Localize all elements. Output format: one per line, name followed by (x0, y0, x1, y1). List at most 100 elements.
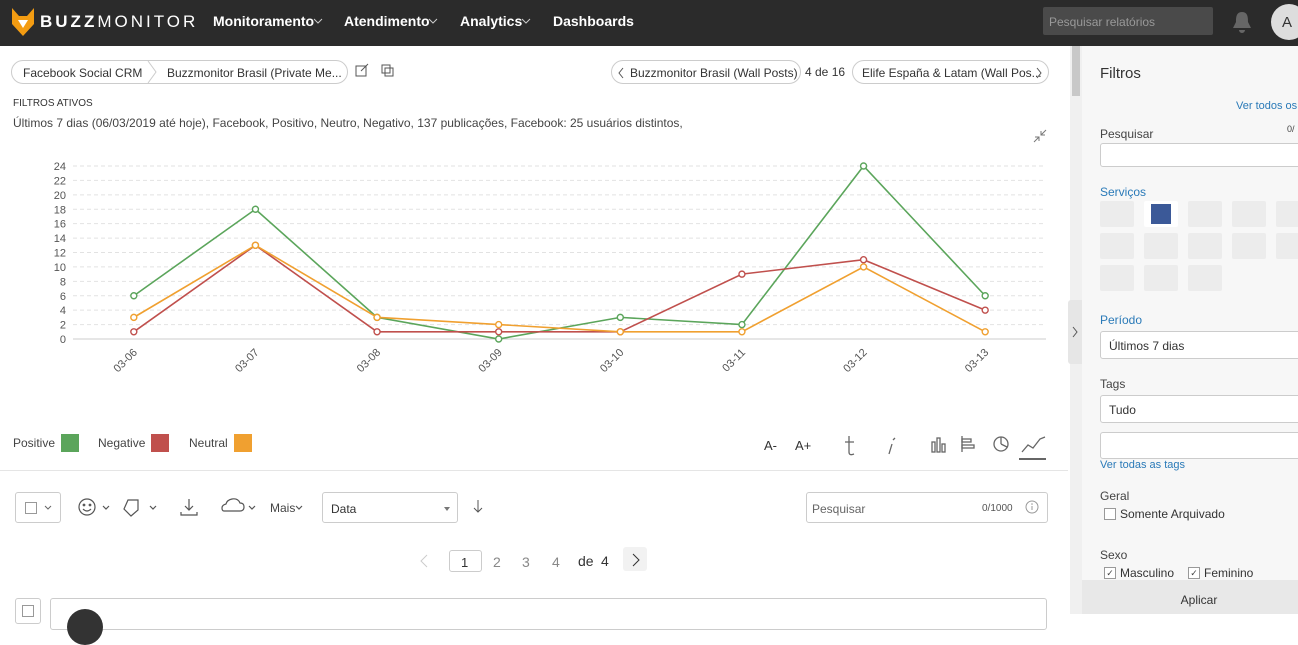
bell-icon[interactable] (1231, 10, 1253, 34)
brand[interactable]: BUZZMONITOR (40, 12, 198, 32)
sidebar-search[interactable] (1100, 143, 1298, 167)
font-larger[interactable]: A+ (795, 438, 812, 453)
data-point (251, 205, 260, 213)
checkbox-checked[interactable]: ✓ (1188, 567, 1200, 579)
top-nav: BUZZMONITOR Monitoramento Atendimento An… (0, 0, 1298, 46)
x-tick-label: 03-09 (476, 347, 504, 375)
search-counter: 0/1000 (982, 503, 1013, 514)
y-tick-label: 12 (54, 248, 66, 260)
select-all[interactable] (15, 492, 61, 523)
service-icon[interactable] (1232, 233, 1266, 259)
info-icon (1025, 500, 1039, 514)
post-select[interactable] (15, 598, 41, 624)
service-icon[interactable] (1100, 265, 1134, 291)
y-tick-label: 10 (54, 262, 66, 274)
sort-select[interactable]: Data (322, 492, 458, 523)
breadcrumb-item[interactable]: Facebook Social CRM (23, 66, 143, 80)
legend-swatch (151, 434, 170, 452)
legend-label: Negative (98, 436, 146, 450)
see-all-tags[interactable]: Ver todas as tags (1100, 459, 1185, 471)
page-number[interactable]: 2 (493, 554, 501, 570)
prev-report[interactable]: Buzzmonitor Brasil (Wall Posts) (611, 60, 801, 84)
sort-direction[interactable] (470, 498, 486, 516)
service-icon[interactable] (1188, 265, 1222, 291)
logo (12, 8, 34, 36)
period-select[interactable]: Últimos 7 dias (1100, 331, 1298, 359)
data-point (494, 335, 503, 343)
menu-item[interactable]: Analytics (460, 13, 523, 29)
service-icon[interactable] (1144, 233, 1178, 259)
legend-item[interactable]: Positive (13, 434, 80, 452)
service-icon[interactable] (1144, 201, 1178, 227)
data-point (494, 328, 503, 336)
legend-item[interactable]: Neutral (189, 434, 252, 452)
y-tick-label: 6 (60, 291, 66, 303)
service-icon[interactable] (1100, 233, 1134, 259)
page-current[interactable]: 1 (449, 550, 482, 572)
scroll-thumb[interactable] (1072, 46, 1080, 96)
service-icon[interactable] (1188, 201, 1222, 227)
section-label: Geral (1100, 489, 1130, 503)
y-tick-label: 16 (54, 219, 66, 231)
filters-heading: FILTROS ATIVOS (13, 98, 93, 109)
checkbox-checked[interactable]: ✓ (1104, 567, 1116, 579)
sidebar-toggle[interactable] (1068, 300, 1082, 364)
service-icon[interactable] (1144, 265, 1178, 291)
next-page[interactable] (623, 547, 647, 571)
service-icon[interactable] (1276, 233, 1298, 259)
collapse-icon[interactable] (1032, 128, 1048, 144)
menu-item[interactable]: Atendimento (344, 13, 430, 29)
x-tick-label: 03-07 (233, 347, 261, 375)
menu-chevrons (313, 18, 531, 24)
brand-light: MONITOR (97, 12, 199, 31)
more-menu[interactable]: Mais (270, 501, 296, 515)
avatar[interactable]: A (1271, 4, 1298, 40)
data-point (251, 241, 260, 249)
report-search[interactable]: Pesquisar relatórios (1043, 7, 1213, 35)
tags-select[interactable]: Tudo (1100, 395, 1298, 423)
legend-item[interactable]: Negative (98, 434, 170, 452)
apply-button[interactable]: Aplicar (1082, 580, 1298, 614)
data-point (859, 162, 868, 170)
filters-sidebar: Filtros Ver todos os Pesquisar 0/ Serviç… (1082, 46, 1298, 614)
series-line (133, 244, 986, 333)
data-point (981, 328, 989, 336)
font-smaller[interactable]: A- (764, 438, 777, 453)
chart-tools[interactable] (840, 432, 1050, 462)
legend-swatch (233, 434, 252, 452)
data-point (616, 328, 625, 336)
page-number[interactable]: 3 (522, 554, 530, 570)
section-label: Tags (1100, 377, 1126, 391)
avatar-letter: A (1282, 14, 1293, 31)
chev (1036, 67, 1042, 79)
service-icon[interactable] (1276, 201, 1298, 227)
toolbar-icons[interactable] (76, 496, 316, 518)
x-tick-label: 03-08 (355, 347, 383, 375)
data-point (859, 263, 868, 271)
tags-input[interactable] (1100, 432, 1298, 459)
data-point (981, 292, 989, 300)
menu-item[interactable]: Monitoramento (213, 13, 315, 29)
caret (444, 507, 450, 511)
y-tick-label: 20 (54, 190, 66, 202)
page-number[interactable]: 4 (552, 554, 560, 570)
service-icon[interactable] (1188, 233, 1222, 259)
see-all[interactable]: Ver todos os (1236, 100, 1298, 112)
edit-copy-icons[interactable] (354, 62, 396, 80)
apply-label: Aplicar (1180, 593, 1218, 607)
checkbox[interactable] (1104, 508, 1116, 520)
prev-page[interactable] (418, 553, 430, 569)
search-placeholder: Pesquisar relatórios (1049, 15, 1156, 29)
menu-item[interactable]: Dashboards (553, 13, 634, 29)
breadcrumb-item[interactable]: Buzzmonitor Brasil (Private Me... (167, 66, 342, 80)
divider (0, 470, 1068, 471)
next-report[interactable]: Elife España & Latam (Wall Pos... (852, 60, 1049, 84)
y-tick-label: 14 (54, 233, 66, 245)
sidebar-title: Filtros (1100, 65, 1141, 82)
post-search[interactable]: Pesquisar 0/1000 (806, 492, 1048, 523)
data-point (981, 306, 989, 314)
service-icon[interactable] (1232, 201, 1266, 227)
service-icon[interactable] (1100, 201, 1134, 227)
data-point (616, 313, 625, 322)
data-point (130, 292, 138, 300)
